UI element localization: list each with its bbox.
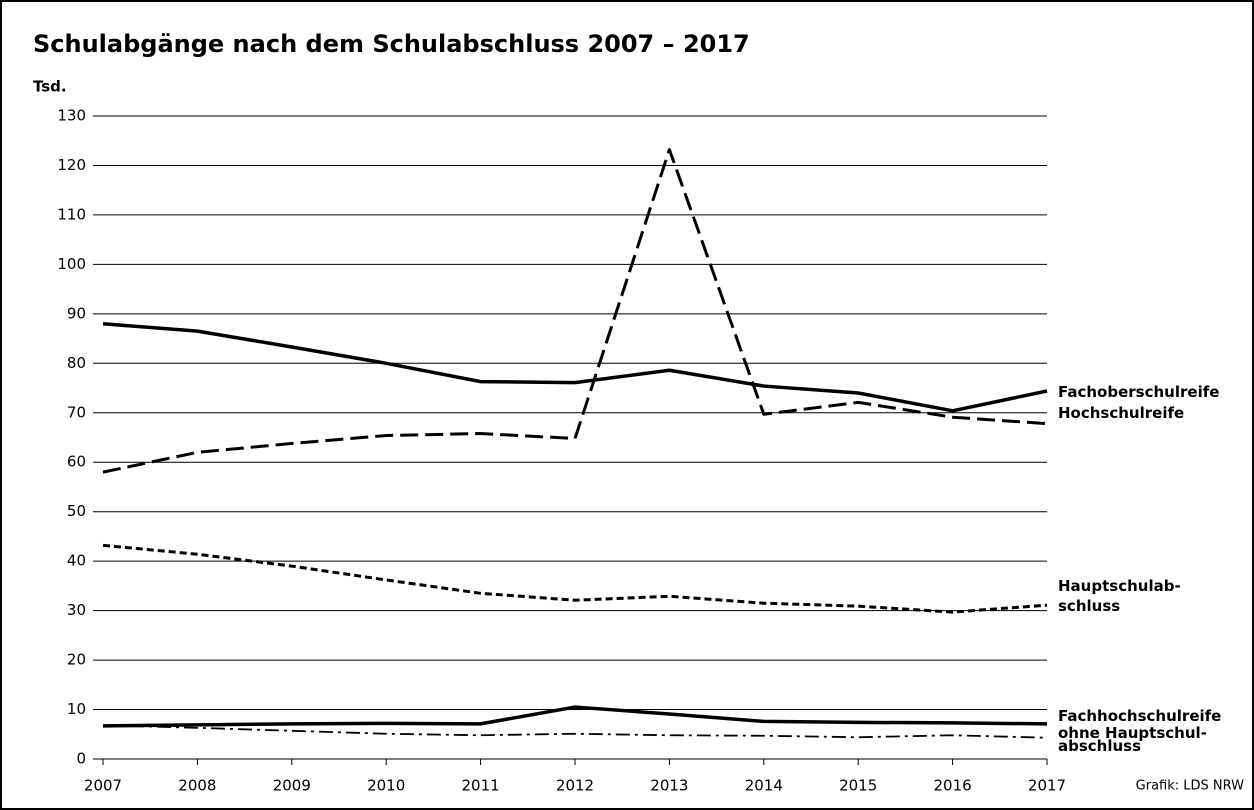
x-tick-label: 2010 [367, 777, 405, 795]
series-label: Hauptschulab-schluss [1058, 577, 1181, 615]
y-axis-label: Tsd. [33, 78, 67, 96]
y-tick-label: 50 [67, 502, 86, 520]
series-line [102, 543, 1048, 614]
series-label-line: Fachhochschulreife [1058, 707, 1221, 725]
chart-title: Schulabgänge nach dem Schulabschluss 200… [33, 30, 750, 58]
y-tick-label: 30 [67, 601, 86, 619]
y-tick-label: 0 [76, 750, 86, 768]
series-line [102, 321, 1048, 413]
series-label-line: schluss [1058, 597, 1120, 615]
y-tick-label: 90 [67, 304, 86, 322]
y-tick-label: 80 [67, 354, 86, 372]
x-tick-label: 2011 [462, 777, 500, 795]
x-tick-label: 2009 [273, 777, 311, 795]
y-tick-label: 70 [67, 403, 86, 421]
series-label-line: Hochschulreife [1058, 404, 1184, 422]
x-tick-label: 2017 [1028, 777, 1066, 795]
y-tick-label: 120 [57, 156, 86, 174]
series-label-line: Hauptschulab- [1058, 577, 1181, 595]
x-tick-label: 2015 [839, 777, 877, 795]
series-label: ohne Hauptschul-abschluss [1058, 724, 1207, 755]
series-label-line: Fachoberschulreife [1058, 383, 1219, 401]
y-tick-label: 60 [67, 453, 86, 471]
x-tick-label: 2016 [934, 777, 972, 795]
series-label-line: ohne Hauptschul- [1058, 724, 1207, 742]
y-tick-label: 20 [67, 651, 86, 669]
series-label: Fachhochschulreife [1058, 707, 1221, 725]
series-line [102, 148, 1048, 474]
y-tick-label: 110 [57, 205, 86, 223]
series-line [102, 724, 1048, 739]
series-label-line: abschluss [1058, 737, 1141, 755]
x-tick-label: 2008 [178, 777, 216, 795]
y-tick-label: 10 [67, 700, 86, 718]
series-line [102, 705, 1048, 728]
y-tick-label: 130 [57, 107, 86, 125]
y-tick-label: 40 [67, 552, 86, 570]
source: Grafik: LDS NRW [1136, 779, 1244, 794]
y-tick-label: 100 [57, 255, 86, 273]
x-tick-label: 2007 [84, 777, 122, 795]
series-label: Hochschulreife [1058, 404, 1184, 422]
x-tick-label: 2013 [650, 777, 688, 795]
series-label: Fachoberschulreife [1058, 383, 1219, 401]
x-tick-label: 2012 [556, 777, 594, 795]
x-tick-label: 2014 [745, 777, 783, 795]
